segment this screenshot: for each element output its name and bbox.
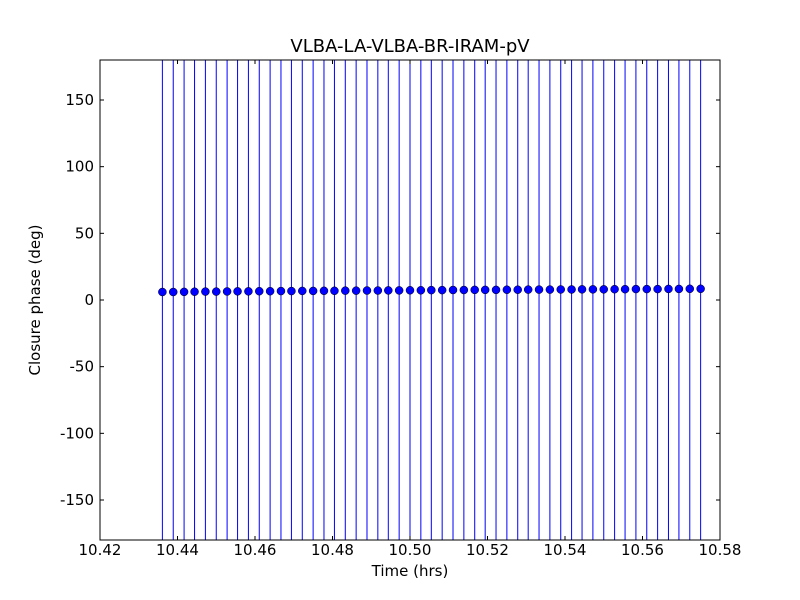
- data-point: [470, 285, 479, 295]
- data-point: [351, 286, 361, 295]
- data-point: [653, 284, 662, 294]
- data-point: [298, 286, 307, 296]
- chart-title: VLBA-LA-VLBA-BR-IRAM-pV: [290, 36, 530, 57]
- data-point: [556, 285, 565, 294]
- data-point: [233, 287, 242, 296]
- data-point: [276, 286, 286, 296]
- x-tick-label: 10.44: [156, 541, 199, 559]
- y-tick-label: -150: [60, 491, 94, 509]
- data-point: [685, 284, 695, 294]
- data-point: [545, 285, 555, 294]
- x-tick-label: 10.46: [234, 541, 277, 559]
- data-point: [190, 287, 199, 296]
- data-point: [158, 287, 167, 297]
- data-point: [567, 285, 576, 294]
- data-point: [168, 287, 178, 297]
- data-point: [631, 284, 641, 294]
- data-point: [244, 287, 253, 296]
- x-tick-label: 10.50: [389, 541, 432, 559]
- data-point: [201, 287, 210, 296]
- x-tick-label: 10.48: [311, 541, 354, 559]
- x-tick-label: 10.52: [466, 541, 509, 559]
- y-axis-label: Closure phase (deg): [26, 225, 44, 376]
- data-point: [620, 284, 630, 294]
- x-axis-label: Time (hrs): [371, 562, 449, 580]
- data-point: [610, 284, 619, 294]
- data-point: [212, 287, 221, 296]
- data-point: [588, 285, 598, 294]
- data-point: [459, 285, 469, 295]
- data-point: [405, 286, 415, 295]
- data-point: [384, 286, 393, 295]
- ticks: 10.42 10.44 10.46 10.48 10.50 10.52 10.54 10.56…: [60, 60, 742, 559]
- y-tick-label: 100: [65, 158, 94, 176]
- data-point: [664, 284, 673, 294]
- data-point: [437, 285, 447, 295]
- data-point: [448, 285, 458, 295]
- data-point: [308, 286, 318, 296]
- data-point: [674, 284, 684, 294]
- data-point: [416, 286, 426, 295]
- data-point: [394, 286, 404, 295]
- data-point: [523, 285, 533, 294]
- data-point: [341, 286, 350, 295]
- data-point: [513, 285, 522, 294]
- data-point: [362, 286, 372, 295]
- y-tick-label: 50: [75, 224, 94, 242]
- plot-area: [158, 60, 705, 540]
- y-tick-label: -100: [60, 424, 94, 442]
- data-point: [427, 285, 436, 295]
- x-tick-label: 10.42: [79, 541, 122, 559]
- data-point: [534, 285, 544, 294]
- data-point: [222, 287, 232, 296]
- y-tick-label: -50: [70, 358, 95, 376]
- y-tick-label: 0: [84, 291, 94, 309]
- data-point: [642, 284, 652, 294]
- data-point: [287, 286, 296, 296]
- data-point: [599, 285, 608, 294]
- x-tick-label: 10.58: [699, 541, 742, 559]
- data-point: [373, 286, 383, 295]
- y-tick-label: 150: [65, 91, 94, 109]
- data-point: [480, 285, 490, 295]
- data-point: [330, 286, 339, 296]
- data-point: [502, 285, 512, 294]
- data-point: [255, 286, 264, 296]
- x-tick-label: 10.56: [621, 541, 664, 559]
- data-point: [179, 287, 189, 297]
- data-point: [577, 285, 587, 294]
- x-tick-label: 10.54: [544, 541, 587, 559]
- data-point: [319, 286, 329, 296]
- data-point: [696, 284, 705, 294]
- axes-frame: [99, 59, 721, 541]
- data-point: [491, 285, 501, 295]
- data-point: [265, 286, 275, 296]
